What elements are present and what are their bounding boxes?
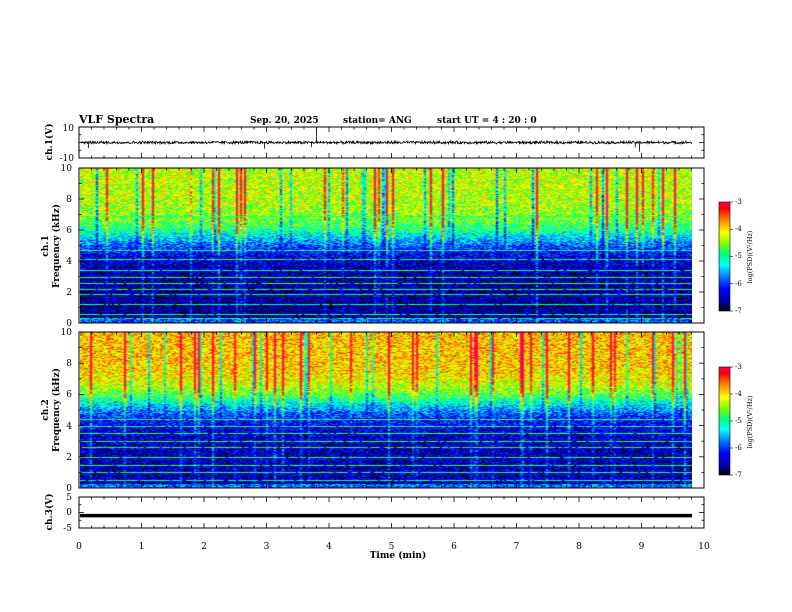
ch1-colorbar-tick-m6: -6 xyxy=(735,280,742,288)
ch1-spectrogram-ylabel-channel: ch.1 xyxy=(41,235,51,256)
time-axis-tick-labels: 0 1 2 3 4 5 6 7 8 9 10 xyxy=(76,542,710,552)
ch2-spectrogram-ticks xyxy=(78,331,705,489)
ch1-spectrogram-panel: 0 2 4 6 8 10 ch.1 Frequency (kHz) -3 -4 … xyxy=(41,164,754,329)
ch3-waveform-ylabel: ch.3(V) xyxy=(44,494,55,531)
ch1-colorbar-label: log(PSD)(V²/Hz) xyxy=(746,230,754,283)
ch1-ytick-2: 2 xyxy=(66,288,72,298)
date-label: Sep. 20, 2025 xyxy=(250,116,319,126)
ch1-colorbar-tick-m4: -4 xyxy=(735,225,742,233)
ch1-ytick-0: 0 xyxy=(66,319,72,329)
ch2-ytick-2: 2 xyxy=(66,453,72,463)
xtick-7: 7 xyxy=(514,542,520,552)
ch3-waveform-panel: 5 0 -5 ch.3(V) 0 1 2 3 4 5 6 7 8 9 10 Ti… xyxy=(44,493,710,561)
ch2-spectrogram-ylabel-channel: ch.2 xyxy=(41,399,51,420)
xtick-1: 1 xyxy=(139,542,145,552)
ch2-colorbar-tick-m3: -3 xyxy=(735,363,742,371)
ch2-ytick-6: 6 xyxy=(66,390,72,400)
xtick-9: 9 xyxy=(639,542,645,552)
ch2-ytick-0: 0 xyxy=(66,484,72,494)
xtick-5: 5 xyxy=(389,542,395,552)
ch2-colorbar-tick-m4: -4 xyxy=(735,390,742,398)
ch1-ytick-8: 8 xyxy=(66,195,72,205)
ch1-ytick-bottom: -10 xyxy=(60,154,75,164)
ch1-spectrogram-heatmap xyxy=(80,168,692,323)
ch1-waveform-ticks xyxy=(78,126,705,159)
time-axis-label: Time (min) xyxy=(370,550,427,561)
xtick-8: 8 xyxy=(576,542,582,552)
ch1-spectrogram-ticks xyxy=(78,167,705,324)
ch2-colorbar-tick-m6: -6 xyxy=(735,444,742,452)
ch2-colorbar-tick-m7: -7 xyxy=(735,471,742,479)
ch2-colorbar xyxy=(718,366,731,476)
ch2-ytick-10: 10 xyxy=(61,328,73,338)
ch1-colorbar-tick-m5: -5 xyxy=(735,252,742,260)
ch2-ytick-8: 8 xyxy=(66,359,72,369)
ch1-waveform-ylabel: ch.1(V) xyxy=(44,124,55,161)
ch1-ytick-6: 6 xyxy=(66,226,72,236)
ch1-ytick-top: 10 xyxy=(63,124,75,134)
ch1-colorbar-tick-m7: -7 xyxy=(735,307,742,315)
xtick-0: 0 xyxy=(76,542,82,552)
xtick-10: 10 xyxy=(698,542,710,552)
xtick-4: 4 xyxy=(326,542,332,552)
ch2-ytick-4: 4 xyxy=(66,422,72,432)
ch1-colorbar-tick-m3: -3 xyxy=(735,198,742,206)
xtick-3: 3 xyxy=(264,542,270,552)
ch1-ytick-4: 4 xyxy=(66,257,72,267)
ch2-colorbar-label: log(PSD)(V²/Hz) xyxy=(746,395,754,448)
ch2-spectrogram-ylabel-frequency: Frequency (kHz) xyxy=(51,368,62,452)
xtick-2: 2 xyxy=(201,542,207,552)
xtick-6: 6 xyxy=(451,542,457,552)
station-label: station= ANG xyxy=(343,116,412,126)
ch1-waveform-panel: 10 -10 ch.1(V) xyxy=(44,124,705,164)
ch2-colorbar-ticks xyxy=(730,366,733,476)
ch2-spectrogram-panel: 0 2 4 6 8 10 ch.2 Frequency (kHz) -3 -4 … xyxy=(41,328,754,494)
ch1-waveform-trace xyxy=(80,127,693,152)
ch3-waveform-ticks xyxy=(78,496,705,529)
ch2-colorbar-tick-m5: -5 xyxy=(735,417,742,425)
ch3-ytick-m5: -5 xyxy=(63,524,72,534)
start-time-label: start UT = 4 : 20 : 0 xyxy=(437,116,537,126)
ch1-colorbar xyxy=(718,201,731,312)
figure-title: VLF Spectra xyxy=(78,113,154,126)
ch1-colorbar-ticks xyxy=(730,201,733,312)
ch3-ytick-0: 0 xyxy=(66,508,72,518)
ch1-spectrogram-ylabel-frequency: Frequency (kHz) xyxy=(51,204,62,288)
ch1-ytick-10: 10 xyxy=(61,164,73,174)
ch2-spectrogram-heatmap xyxy=(80,332,692,488)
ch3-ytick-5: 5 xyxy=(66,493,72,503)
